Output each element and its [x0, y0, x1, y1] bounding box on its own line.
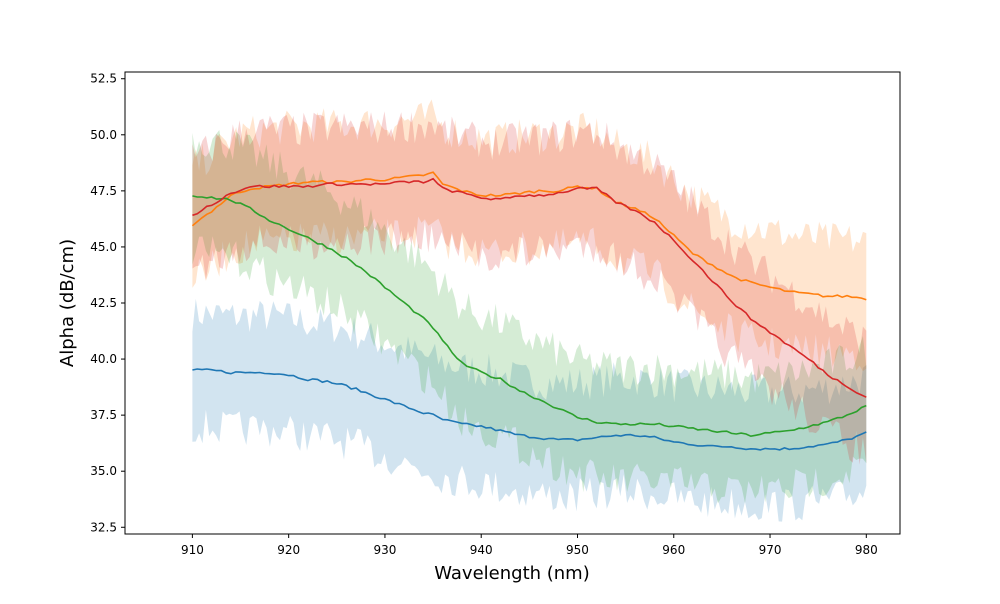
- x-tick-label: 950: [566, 543, 589, 557]
- x-tick-label: 940: [470, 543, 493, 557]
- line-series-4: [192, 177, 867, 398]
- y-tick-label: 50.0: [90, 128, 117, 142]
- y-tick-label: 32.5: [90, 520, 117, 534]
- series-lines: [191, 171, 867, 451]
- y-tick-label: 47.5: [90, 184, 117, 198]
- band-series-2: [192, 99, 867, 372]
- band-series-1: [192, 298, 867, 522]
- x-axis-ticks: 910 920 930 940 950 960 970 980: [181, 534, 878, 557]
- line-series-1: [192, 368, 867, 451]
- line-series-2: [191, 171, 867, 301]
- y-tick-label: 42.5: [90, 296, 117, 310]
- confidence-bands: [192, 99, 867, 522]
- y-axis-title: Alpha (dB/cm): [57, 239, 78, 367]
- band-series-3: [192, 130, 867, 504]
- x-tick-label: 920: [277, 543, 300, 557]
- y-tick-label: 45.0: [90, 240, 117, 254]
- x-tick-label: 980: [855, 543, 878, 557]
- y-tick-label: 37.5: [90, 408, 117, 422]
- line-series-3: [192, 195, 867, 438]
- y-axis-ticks: 32.5 35.0 37.5 40.0 42.5 45.0 47.5 50.0 52.5: [90, 72, 125, 534]
- x-tick-label: 970: [759, 543, 782, 557]
- x-tick-label: 910: [181, 543, 204, 557]
- y-tick-label: 40.0: [90, 352, 117, 366]
- x-tick-label: 930: [373, 543, 396, 557]
- y-tick-label: 52.5: [90, 72, 117, 86]
- x-axis-title: Wavelength (nm): [434, 563, 590, 584]
- y-tick-label: 35.0: [90, 464, 117, 478]
- band-series-4: [192, 111, 867, 465]
- x-tick-label: 960: [662, 543, 685, 557]
